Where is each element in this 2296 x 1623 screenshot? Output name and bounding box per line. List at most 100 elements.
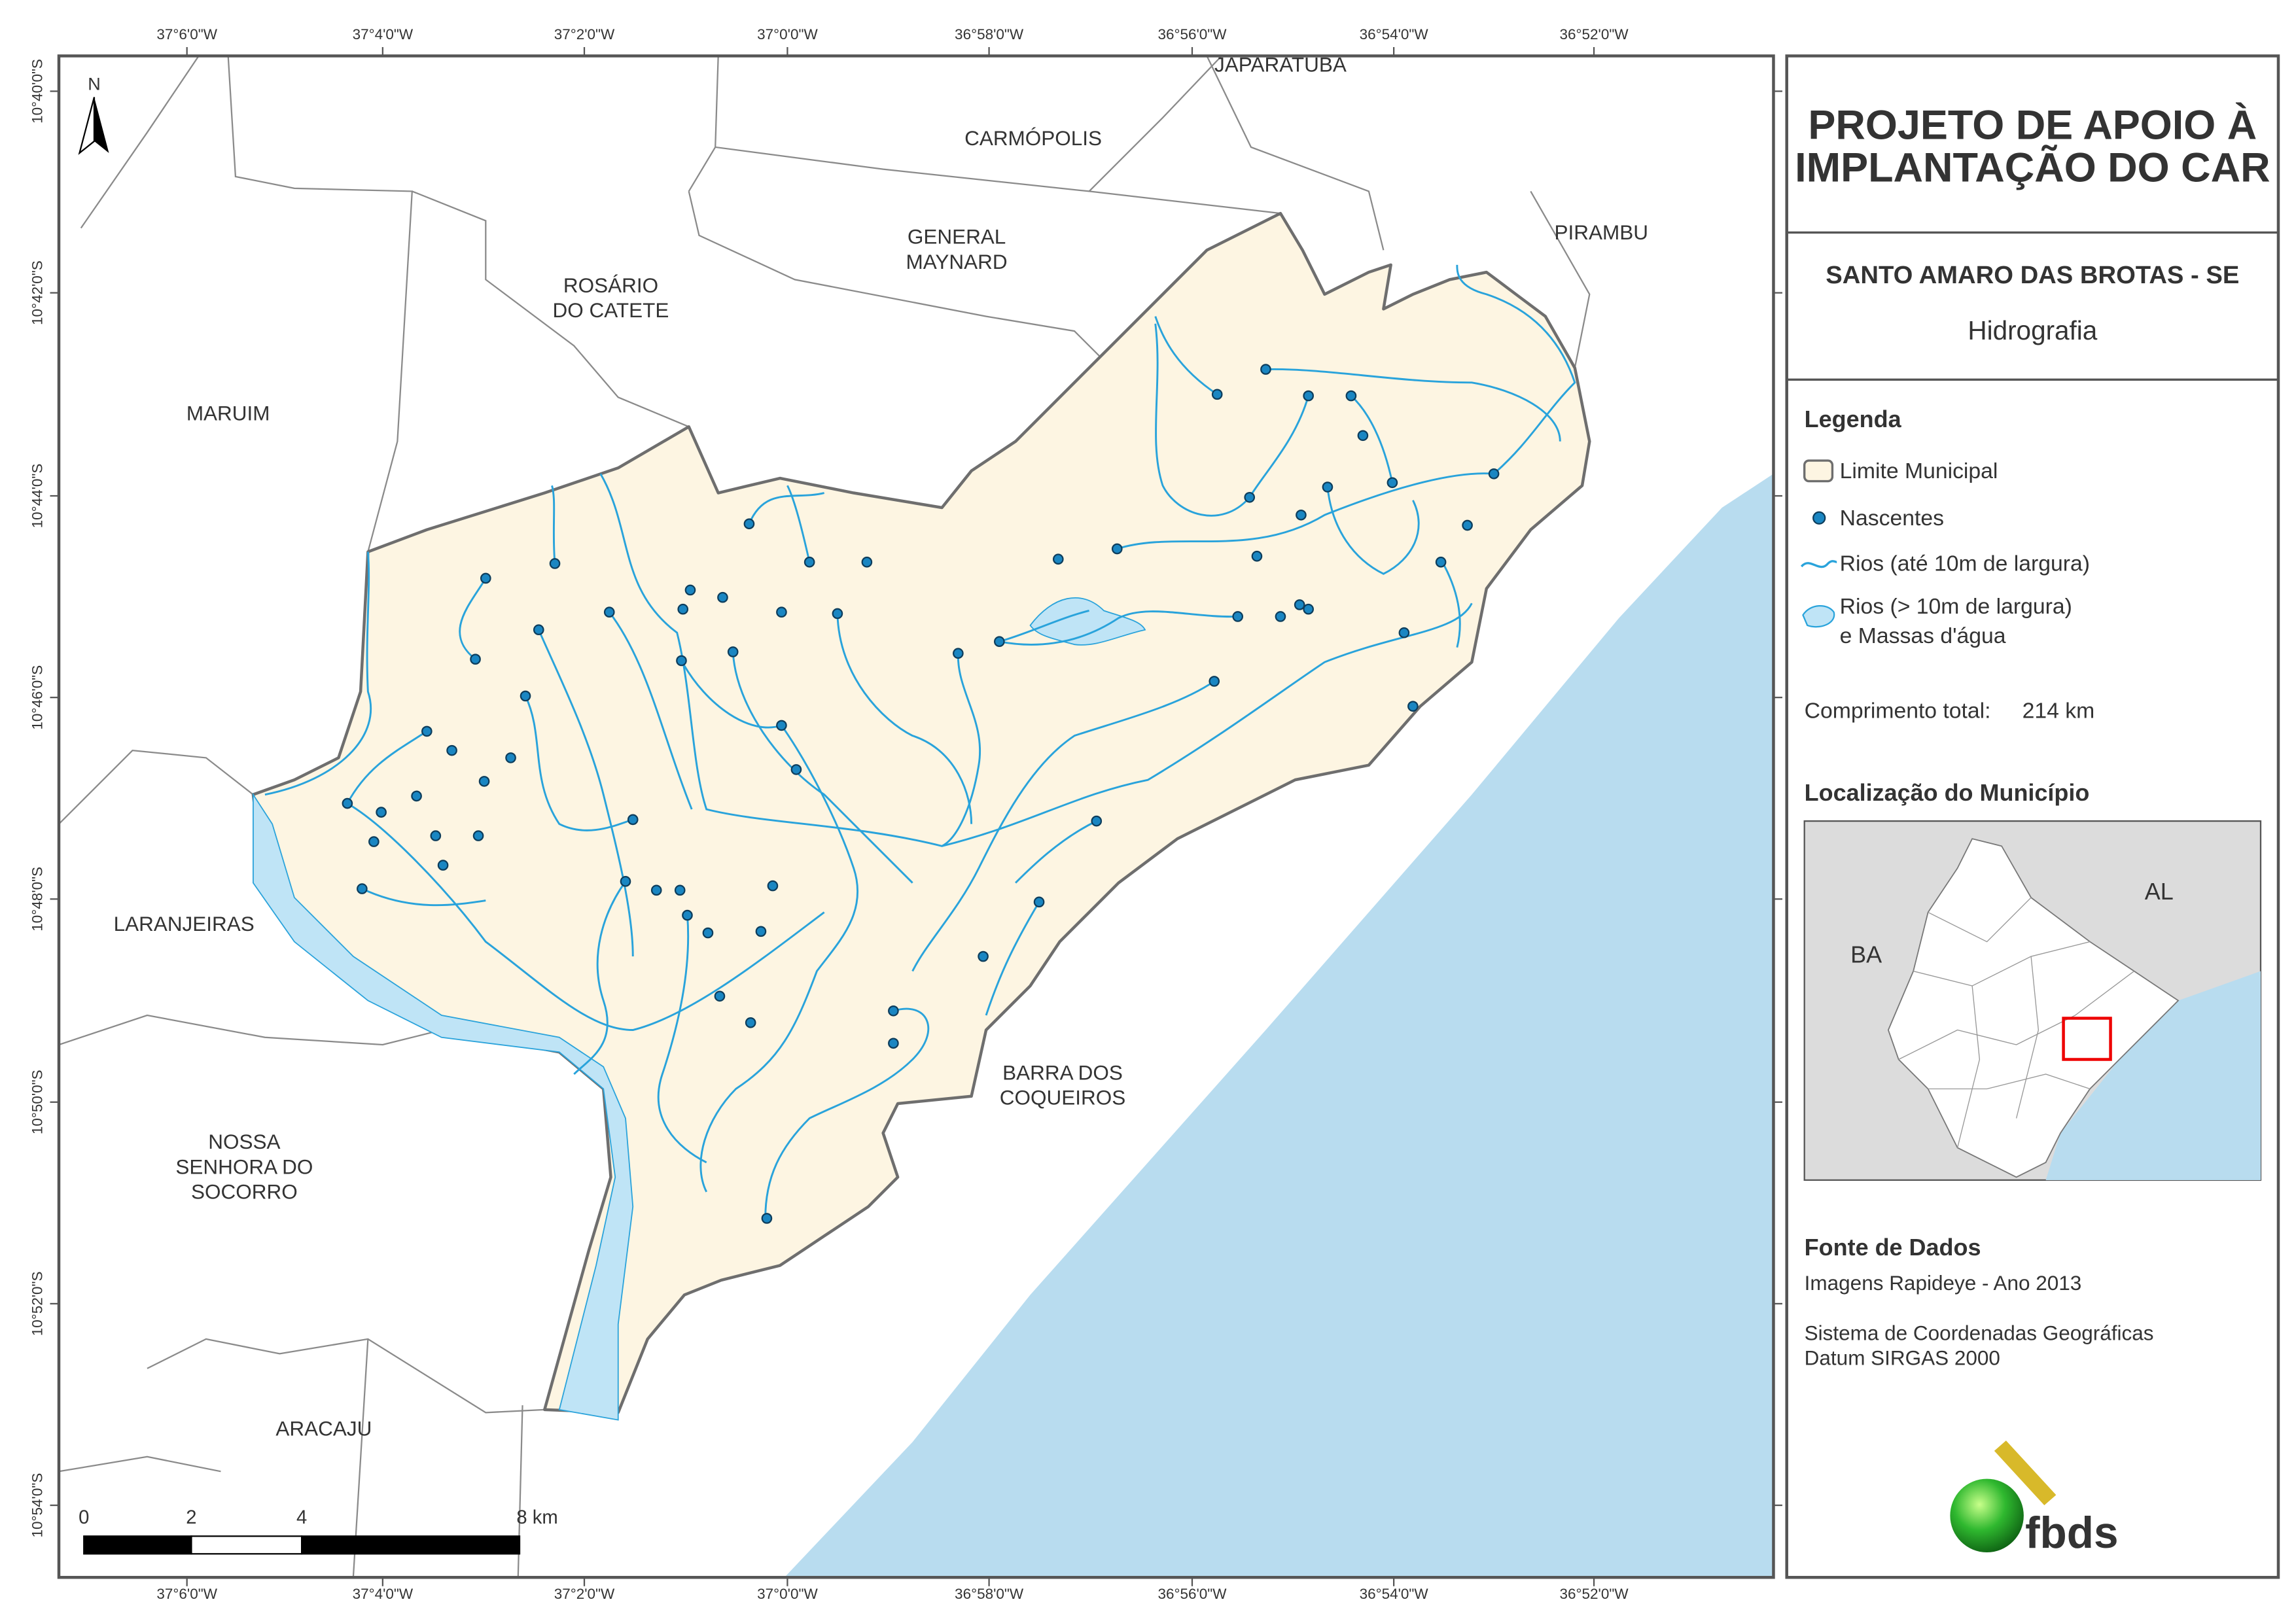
- logo-text: fbds: [2025, 1509, 2118, 1558]
- spring: [1033, 896, 1045, 908]
- spring: [342, 797, 353, 809]
- legend-spring-symbol: [1812, 511, 1826, 525]
- spring: [1357, 430, 1369, 442]
- river: [786, 485, 811, 563]
- estuary: [253, 792, 634, 1421]
- spring: [1275, 611, 1286, 622]
- longitude-label: 36°52'0"W: [1560, 26, 1629, 43]
- north-arrow: [94, 97, 109, 153]
- spring: [953, 648, 964, 659]
- spring: [1211, 389, 1223, 400]
- river: [836, 613, 973, 824]
- inset-state: [1887, 838, 2180, 1178]
- north-label: N: [88, 75, 101, 94]
- spring: [1251, 550, 1263, 562]
- neighbour-boundary: [1206, 56, 1385, 251]
- inset-boundary: [1928, 897, 2032, 943]
- river: [911, 680, 1215, 972]
- neighbour-boundary: [412, 190, 690, 428]
- scale-label: 2: [186, 1507, 196, 1528]
- neighbour-boundary: [715, 146, 1281, 215]
- legend-title: Legenda: [1805, 406, 1902, 432]
- side-panel: [1785, 54, 2280, 1579]
- ocean: [784, 474, 1774, 1578]
- spring: [627, 814, 639, 826]
- neighbour-boundary: [59, 1456, 221, 1473]
- inset-ocean: [2045, 971, 2261, 1180]
- spring: [832, 608, 843, 620]
- spring: [1407, 701, 1419, 712]
- longitude-label: 36°56'0"W: [1157, 26, 1227, 43]
- spring: [755, 926, 767, 937]
- place-label: LARANJEIRAS: [114, 912, 255, 935]
- spring: [446, 744, 457, 756]
- river: [999, 610, 1238, 646]
- spring: [717, 591, 728, 603]
- spring: [1232, 611, 1244, 622]
- spring: [993, 636, 1005, 648]
- neighbour-boundary: [59, 749, 254, 825]
- spring: [761, 1213, 773, 1224]
- neighbour-boundary: [688, 191, 1120, 376]
- inset-boundary: [2015, 956, 2040, 1119]
- river: [264, 551, 372, 796]
- place-label: CARMÓPOLIS: [964, 126, 1102, 150]
- neighbour-boundary: [227, 56, 414, 552]
- spring: [745, 1017, 756, 1028]
- spring: [804, 556, 815, 568]
- place-label: ROSÁRIO: [563, 273, 658, 297]
- spring: [1111, 543, 1123, 555]
- longitude-label: 36°58'0"W: [955, 1586, 1024, 1602]
- longitude-label: 36°54'0"W: [1360, 1586, 1429, 1602]
- spring: [1296, 509, 1307, 521]
- river: [459, 578, 487, 660]
- river: [985, 901, 1040, 1016]
- neighbour-boundary: [80, 56, 200, 229]
- latitude-label: 10°46'0"S: [29, 665, 45, 730]
- sources-title: Fonte de Dados: [1805, 1234, 1981, 1261]
- scale-segment: [83, 1535, 192, 1555]
- scale-label: 0: [79, 1507, 89, 1528]
- latitude-label: 10°42'0"S: [29, 260, 45, 325]
- inset-boundary: [1956, 985, 1981, 1148]
- latitude-label: 10°54'0"S: [29, 1473, 45, 1538]
- spring: [421, 725, 433, 737]
- spring: [411, 790, 422, 802]
- municipality: SANTO AMARO DAS BROTAS - SE: [1826, 261, 2239, 289]
- spring: [1052, 553, 1064, 565]
- spring: [1488, 468, 1500, 480]
- spring: [437, 860, 449, 871]
- municipality: [251, 211, 1591, 1414]
- spring: [1345, 390, 1357, 402]
- place-label: PIRAMBU: [1555, 220, 1648, 244]
- river: [1015, 820, 1097, 884]
- river: [573, 881, 627, 1075]
- scale-label: 4: [296, 1507, 307, 1528]
- spring: [1303, 390, 1314, 402]
- spring: [677, 603, 689, 615]
- logo-bar: [1994, 1440, 2057, 1506]
- neighbour-boundary: [147, 1338, 545, 1414]
- spring: [1260, 364, 1271, 375]
- river: [1154, 323, 1310, 517]
- legend-item: Nascentes: [1840, 506, 1944, 531]
- river: [748, 492, 825, 525]
- longitude-label: 37°4'0"W: [353, 1586, 414, 1602]
- spring: [1303, 603, 1314, 615]
- river: [1350, 394, 1394, 483]
- river: [551, 485, 556, 564]
- scale-segment: [301, 1535, 521, 1555]
- length-label: Comprimento total:: [1805, 699, 1991, 724]
- inset-highlight: [2062, 1017, 2112, 1061]
- legend-river-symbol: [1800, 560, 1837, 568]
- spring: [505, 752, 516, 763]
- spring: [603, 606, 615, 618]
- inset-label: AL: [2145, 878, 2174, 905]
- spring: [357, 883, 368, 894]
- location-title: Localização do Município: [1805, 779, 2090, 806]
- spring: [1398, 627, 1410, 638]
- longitude-label: 36°56'0"W: [1157, 1586, 1227, 1602]
- legend-boundary-symbol: [1803, 459, 1834, 483]
- place-label: ARACAJU: [275, 1417, 372, 1440]
- map-body: [59, 56, 1774, 1578]
